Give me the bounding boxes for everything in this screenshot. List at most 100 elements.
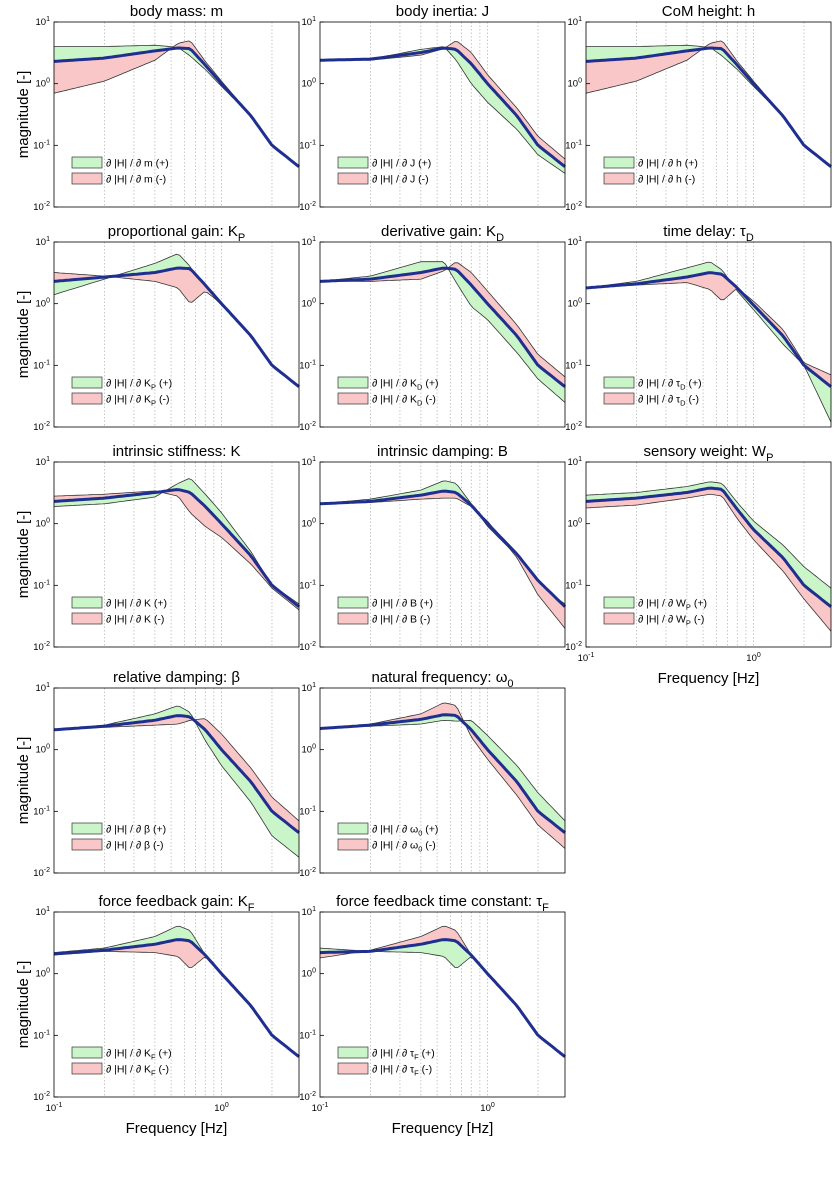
y-axis: 101 100 10-1 10-2 <box>299 16 324 213</box>
panel-title: force feedback gain: KF <box>99 893 255 914</box>
axes-box <box>319 461 566 648</box>
series-minus-band-edge <box>319 497 566 629</box>
y-tick-label: 100 <box>302 744 317 756</box>
legend-label-plus: ∂ |H| / ∂ τF (+) <box>372 1048 435 1062</box>
legend-swatch-minus <box>71 172 103 185</box>
x-tick-label: 100 <box>214 1102 229 1114</box>
y-tick-label: 100 <box>302 78 317 90</box>
x-tick-label: 100 <box>746 652 761 664</box>
y-axis: 101 100 10-1 10-2 <box>299 906 324 1103</box>
panel-title: intrinsic stiffness: K <box>112 443 240 460</box>
x-axis-label: Frequency [Hz] <box>658 670 760 687</box>
x-grid <box>636 462 805 647</box>
y-axis: 101 100 10-1 10-2 <box>299 236 324 433</box>
series-minus-band <box>54 939 299 1057</box>
axes-box <box>585 241 832 428</box>
legend-swatch-plus <box>337 376 369 389</box>
series-plus-band-edge <box>53 705 300 858</box>
series-mean-line <box>53 488 300 608</box>
y-tick-label: 10-2 <box>299 867 316 879</box>
y-tick-label: 100 <box>302 968 317 980</box>
series-plus-band <box>586 262 831 423</box>
legend-label-minus: ∂ |H| / ∂ KF (-) <box>106 1064 169 1078</box>
y-tick-label: 10-2 <box>33 421 50 433</box>
y-tick-label: 101 <box>36 236 51 248</box>
series-mean-line <box>319 489 567 608</box>
y-tick-label: 10-2 <box>33 867 50 879</box>
y-tick-label: 10-1 <box>299 1029 316 1041</box>
x-grid <box>370 688 539 873</box>
panel-title: body inertia: J <box>396 3 489 20</box>
axes-box <box>53 911 300 1098</box>
legend-swatch-plus <box>71 376 103 389</box>
y-tick-label: 100 <box>302 518 317 530</box>
series-plus-band-edge <box>53 478 300 605</box>
legend-label-plus: ∂ |H| / ∂ τD (+) <box>638 378 702 392</box>
panel-title: relative damping: β <box>113 669 240 686</box>
legend-label-minus: ∂ |H| / ∂ τD (-) <box>638 394 699 408</box>
legend-swatch-minus <box>337 172 369 185</box>
y-tick-label: 10-2 <box>299 641 316 653</box>
x-grid <box>370 912 539 1097</box>
legend: ∂ |H| / ∂ m (+) ∂ |H| / ∂ m (-) <box>71 156 169 186</box>
y-tick-label: 10-2 <box>299 1091 316 1103</box>
y-tick-label: 10-2 <box>565 201 582 213</box>
series-mean-line <box>53 266 300 388</box>
series-plus-band-edge <box>319 480 566 605</box>
axes-box <box>585 21 832 208</box>
x-axis-label: Frequency [Hz] <box>126 1120 228 1137</box>
x-grid <box>370 22 539 207</box>
x-grid <box>636 22 805 207</box>
panel-omega0: natural frequency: ω0 101 100 10-1 10-2 ∂ |H|… <box>299 669 566 879</box>
legend-label-plus: ∂ |H| / ∂ m (+) <box>106 158 169 170</box>
y-tick-label: 10-2 <box>299 421 316 433</box>
series-minus-band <box>320 262 565 387</box>
series-plus-band <box>320 939 565 1057</box>
legend-swatch-minus <box>337 612 369 625</box>
panel-title: intrinsic damping: B <box>377 443 508 460</box>
series-minus-band-edge <box>53 950 300 1058</box>
legend-label-minus: ∂ |H| / ∂ KP (-) <box>106 394 169 408</box>
legend-label-plus: ∂ |H| / ∂ KP (+) <box>106 378 172 392</box>
series-minus-band <box>586 488 831 632</box>
legend-swatch-plus <box>603 376 635 389</box>
y-tick-label: 101 <box>36 906 51 918</box>
panel-KP: proportional gain: KP 101 100 10-1 10-2 magni… <box>15 223 300 433</box>
legend-swatch-plus <box>71 596 103 609</box>
legend-label-minus: ∂ |H| / ∂ KD (-) <box>372 394 436 408</box>
series-mean-line <box>585 271 832 388</box>
y-tick-label: 10-2 <box>565 421 582 433</box>
y-tick-label: 100 <box>36 968 51 980</box>
series-plus-band-edge <box>320 46 566 174</box>
axes-box <box>53 687 300 874</box>
series-mean-line <box>320 46 566 168</box>
y-tick-label: 101 <box>568 16 583 28</box>
y-axis: 101 100 10-1 10-2 <box>33 682 58 879</box>
y-tick-label: 100 <box>36 78 51 90</box>
y-tick-label: 10-1 <box>33 805 50 817</box>
y-tick-label: 101 <box>302 236 317 248</box>
y-tick-label: 10-2 <box>33 201 50 213</box>
panel-title: sensory weight: WP <box>644 443 774 464</box>
series-mean-line <box>585 46 832 168</box>
y-axis: 101 100 10-1 10-2 <box>299 682 324 879</box>
y-tick-label: 10-1 <box>33 1029 50 1041</box>
legend: ∂ |H| / ∂ β (+) ∂ |H| / ∂ β (-) <box>71 822 166 852</box>
legend-label-plus: ∂ |H| / ∂ β (+) <box>106 824 166 836</box>
series-mean-line <box>319 713 566 834</box>
x-grid <box>370 462 539 647</box>
y-tick-label: 100 <box>302 298 317 310</box>
legend: ∂ |H| / ∂ τF (+) ∂ |H| / ∂ τF (-) <box>337 1046 435 1078</box>
series-minus-band-edge <box>320 262 566 378</box>
y-axis: 101 100 10-1 10-2 <box>33 906 58 1103</box>
legend-label-plus: ∂ |H| / ∂ KF (+) <box>106 1048 172 1062</box>
y-tick-label: 100 <box>36 518 51 530</box>
legend: ∂ |H| / ∂ K (+) ∂ |H| / ∂ K (-) <box>71 596 167 626</box>
legend-swatch-plus <box>337 822 369 835</box>
y-tick-label: 10-1 <box>33 579 50 591</box>
y-tick-label: 100 <box>568 78 583 90</box>
legend-label-minus: ∂ |H| / ∂ K (-) <box>106 614 164 626</box>
legend: ∂ |H| / ∂ KF (+) ∂ |H| / ∂ KF (-) <box>71 1046 172 1078</box>
